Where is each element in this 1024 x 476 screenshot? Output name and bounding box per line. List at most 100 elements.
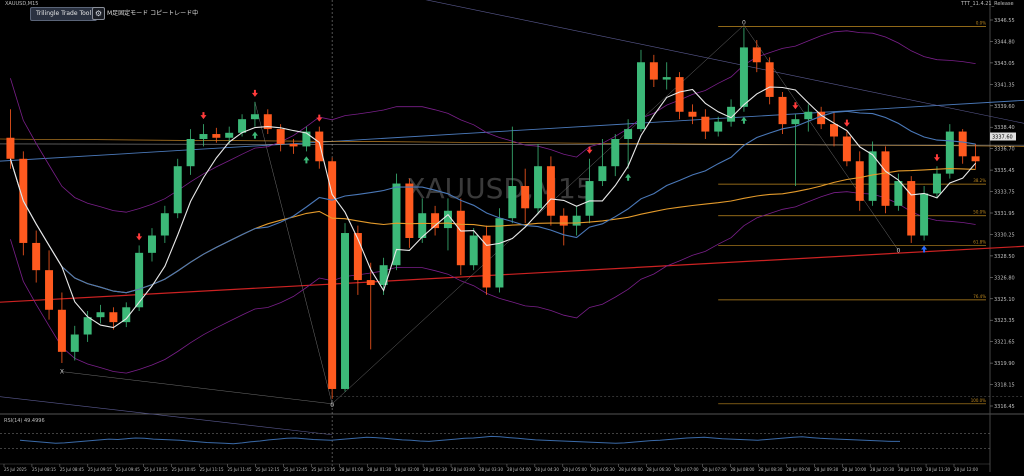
time-label: 28 Jul 11:30 <box>926 467 950 472</box>
bear-candle <box>366 280 375 286</box>
price-axis[interactable]: 3346.55 3344.80 3343.05 3341.35 3339.60 3338.… <box>990 18 1015 410</box>
rsi-label: RSI(14) 49.4996 <box>4 418 45 424</box>
bull-candle <box>147 235 156 253</box>
bear-candle <box>353 233 362 281</box>
fib-level-label: 50.0% <box>973 210 986 215</box>
bear-candle <box>431 213 440 229</box>
time-label: 25 Jul 11:45 <box>228 467 252 472</box>
time-label: 28 Jul 07:00 <box>675 467 699 472</box>
time-axis[interactable]: 25 Jul 2025 25 Jul 08:15 25 Jul 08:45 25 Ju… <box>0 463 990 472</box>
bear-candle <box>315 131 324 162</box>
time-label: 25 Jul 11:15 <box>200 467 224 472</box>
buy-arrow-icon <box>740 116 747 124</box>
bull-candle <box>894 181 903 206</box>
bull-candle <box>225 132 234 138</box>
horizontal-level-line <box>0 143 1024 146</box>
bear-candle <box>405 183 414 238</box>
bull-candle <box>791 119 800 125</box>
price-label: 3316.45 <box>994 404 1015 410</box>
bull-candle <box>804 111 813 120</box>
time-label: 28 Jul 01:30 <box>367 467 391 472</box>
bull-candle <box>341 233 350 389</box>
buy-arrow-icon <box>251 131 258 139</box>
bull-candle <box>238 119 247 133</box>
time-label: 28 Jul 09:00 <box>786 467 810 472</box>
price-label: 3346.55 <box>994 18 1015 24</box>
sell-arrow-icon <box>933 154 940 162</box>
time-label: 25 Jul 08:15 <box>32 467 56 472</box>
time-label: 28 Jul 02:00 <box>395 467 419 472</box>
sell-arrow-icon <box>200 112 207 120</box>
fib-level-label: 100.0% <box>971 398 986 403</box>
bear-candle <box>830 124 839 137</box>
price-label: 3341.35 <box>994 82 1015 88</box>
price-label: 3319.90 <box>994 361 1015 367</box>
time-label: 28 Jul 04:30 <box>535 467 559 472</box>
buy-arrow-icon <box>303 156 310 164</box>
gear-icon[interactable]: ⚙ <box>92 7 105 20</box>
bear-candle <box>32 242 41 271</box>
bear-candle <box>765 62 774 97</box>
bull-candle <box>739 47 748 107</box>
bear-candle <box>109 312 118 323</box>
time-label: 25 Jul 09:15 <box>88 467 112 472</box>
time-label: 25 Jul 10:15 <box>144 467 168 472</box>
time-label: 28 Jul 04:00 <box>507 467 531 472</box>
price-label: 3338.40 <box>994 125 1015 131</box>
zigzag-line <box>254 101 333 404</box>
bull-candle <box>636 62 645 130</box>
bull-candle <box>495 218 504 288</box>
bear-candle <box>276 129 285 144</box>
time-label: 25 Jul 10:45 <box>172 467 196 472</box>
bull-candle <box>418 213 427 238</box>
bear-candle <box>649 62 658 80</box>
bull-candle <box>598 166 607 182</box>
price-label: 3330.25 <box>994 232 1015 238</box>
sell-arrow-icon <box>316 114 323 122</box>
price-label: 3335.45 <box>994 168 1015 174</box>
time-label: 25 Jul 12:15 <box>255 467 279 472</box>
current-price-box <box>990 132 1016 141</box>
sell-arrow-icon <box>792 102 799 110</box>
bull-candle <box>945 131 954 174</box>
bull-candle <box>186 138 195 167</box>
time-label: 28 Jul 02:30 <box>423 467 447 472</box>
price-label: 3318.15 <box>994 383 1015 389</box>
time-label: 28 Jul 06:00 <box>619 467 643 472</box>
price-label: 3323.35 <box>994 318 1015 324</box>
bear-candle <box>45 270 54 310</box>
bear-candle <box>778 96 787 125</box>
time-label: 25 Jul 2025 <box>4 467 27 472</box>
fib-level-label: 61.8% <box>973 239 986 244</box>
trade-tool-button[interactable]: Trilingle Trade Tool <box>30 7 98 21</box>
bear-candle <box>817 111 826 125</box>
bear-candle <box>456 210 465 266</box>
bull-candle <box>662 77 671 80</box>
bear-candle <box>701 116 710 132</box>
candlestick-series <box>6 27 980 399</box>
time-label: 28 Jul 10:30 <box>870 467 894 472</box>
bear-candle <box>971 156 980 162</box>
bear-candle <box>881 151 890 206</box>
fib-level-label: 0.0% <box>976 20 986 25</box>
time-label: 28 Jul 06:30 <box>647 467 671 472</box>
zigzag-marker: 0 <box>742 20 746 27</box>
price-label: 3326.80 <box>994 275 1015 281</box>
bear-candle <box>212 134 221 138</box>
price-label: 3328.50 <box>994 254 1015 260</box>
sell-arrow-icon <box>843 119 850 127</box>
time-label: 25 Jul 12:45 <box>283 467 307 472</box>
price-label: 3343.05 <box>994 61 1015 67</box>
bull-candle <box>624 129 633 139</box>
bull-candle <box>508 186 517 219</box>
bear-candle <box>559 215 568 226</box>
envelope-band <box>10 30 976 213</box>
current-price-marker: 3337.60 <box>990 132 1016 141</box>
bull-candle <box>379 265 388 286</box>
bear-candle <box>907 181 916 236</box>
price-label: 3333.75 <box>994 190 1015 196</box>
rsi-subwindow[interactable] <box>0 433 990 449</box>
mode-label: M足固定モード コピートレード中 <box>107 10 199 17</box>
